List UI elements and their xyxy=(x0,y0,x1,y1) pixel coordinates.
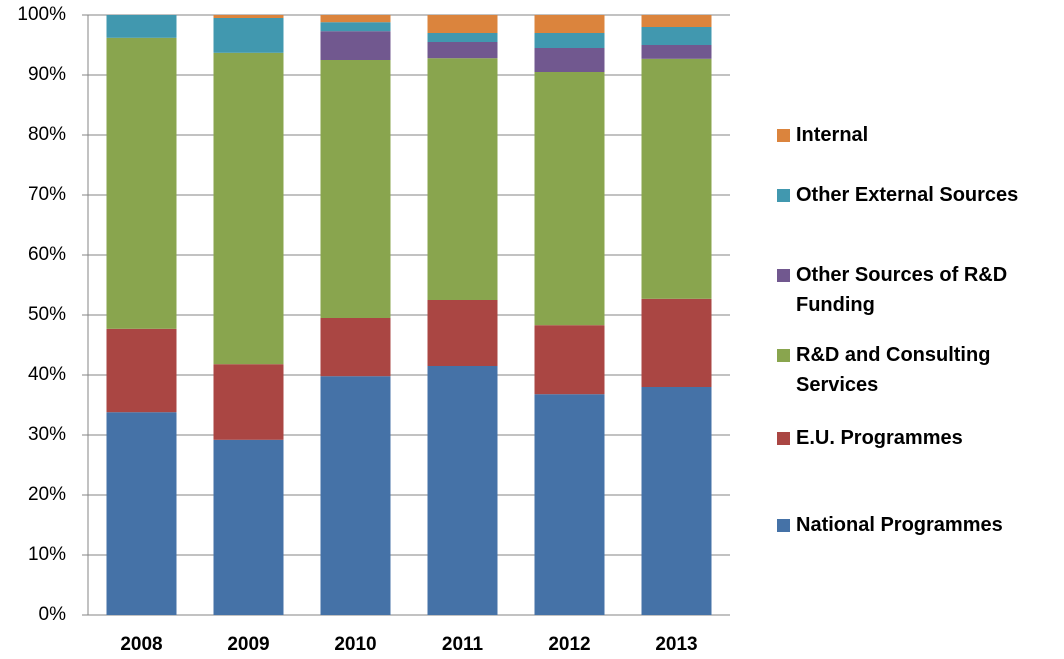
bar-segment xyxy=(641,387,712,615)
x-tick-label: 2011 xyxy=(442,634,484,655)
x-tick-label: 2010 xyxy=(334,634,376,655)
legend-label: National Programmes xyxy=(796,514,1003,536)
bar-segment xyxy=(641,27,712,45)
bar-segment xyxy=(213,52,284,365)
legend-swatch xyxy=(777,269,790,282)
legend-label: E.U. Programmes xyxy=(796,427,963,449)
bar-segment xyxy=(320,60,391,318)
bar-segment xyxy=(320,22,391,32)
bar-segment xyxy=(320,15,391,23)
legend-label: Internal xyxy=(796,124,869,146)
legend-swatch xyxy=(777,129,790,142)
bar-segment xyxy=(427,33,498,42)
bar-segment xyxy=(213,439,284,615)
legend-swatch xyxy=(777,349,790,362)
legend-item: Other Sources of R&D Funding xyxy=(777,260,1061,320)
bar-segment xyxy=(641,15,712,27)
legend-swatch xyxy=(777,189,790,202)
y-tick-label: 0% xyxy=(39,604,67,625)
x-tick-label: 2012 xyxy=(548,634,590,655)
bar-segment xyxy=(534,72,605,326)
bar-segment xyxy=(213,364,284,440)
y-tick-label: 70% xyxy=(28,184,66,205)
bar-segment xyxy=(641,45,712,59)
bar-segment xyxy=(213,18,284,53)
bar-segment xyxy=(106,328,177,413)
legend-label: R&D and Consulting Services xyxy=(796,344,991,396)
bar-segment xyxy=(427,366,498,615)
bar-segment xyxy=(641,298,712,387)
bar-segment xyxy=(534,394,605,615)
legend-label: Other External Sources xyxy=(796,184,1019,206)
x-tick-label: 2008 xyxy=(120,634,162,655)
bar-segment xyxy=(320,376,391,615)
bar-segment xyxy=(534,33,605,48)
chart: 0% 10% 20% 30% 40% 50% 60% 70% 80% 90% 100% 2008 200… xyxy=(17,4,730,655)
legend-item: E.U. Programmes xyxy=(777,423,1061,453)
bar-segment xyxy=(427,58,498,301)
bar-segment xyxy=(534,325,605,395)
x-tick-label: 2013 xyxy=(655,634,697,655)
bar-segment xyxy=(534,15,605,33)
legend-item: R&D and Consulting Services xyxy=(777,340,1061,400)
y-tick-label: 10% xyxy=(28,544,66,565)
y-tick-label: 20% xyxy=(28,484,66,505)
y-tick-label: 100% xyxy=(17,4,66,25)
bar-segment xyxy=(106,15,177,38)
legend-swatch xyxy=(777,519,790,532)
bar-segment xyxy=(320,318,391,377)
bar-segment xyxy=(427,42,498,59)
x-tick-label: 2009 xyxy=(227,634,269,655)
bar-segment xyxy=(641,58,712,299)
legend-swatch xyxy=(777,432,790,445)
y-tick-label: 60% xyxy=(28,244,66,265)
legend-label: Other Sources of R&D Funding xyxy=(796,264,1008,316)
bar-segment xyxy=(427,300,498,366)
bar-segment xyxy=(427,15,498,33)
legend-item: Other External Sources xyxy=(777,180,1061,210)
bar-segment xyxy=(213,15,284,18)
bar-segment xyxy=(320,31,391,60)
y-tick-label: 90% xyxy=(28,64,66,85)
y-tick-label: 50% xyxy=(28,304,66,325)
bar-segment xyxy=(106,37,177,329)
bar-segment xyxy=(106,412,177,615)
legend-item: National Programmes xyxy=(777,510,1061,540)
y-tick-label: 30% xyxy=(28,424,66,445)
legend-item: Internal xyxy=(777,120,1061,150)
y-tick-label: 40% xyxy=(28,364,66,385)
bar-segment xyxy=(534,48,605,72)
y-tick-label: 80% xyxy=(28,124,66,145)
